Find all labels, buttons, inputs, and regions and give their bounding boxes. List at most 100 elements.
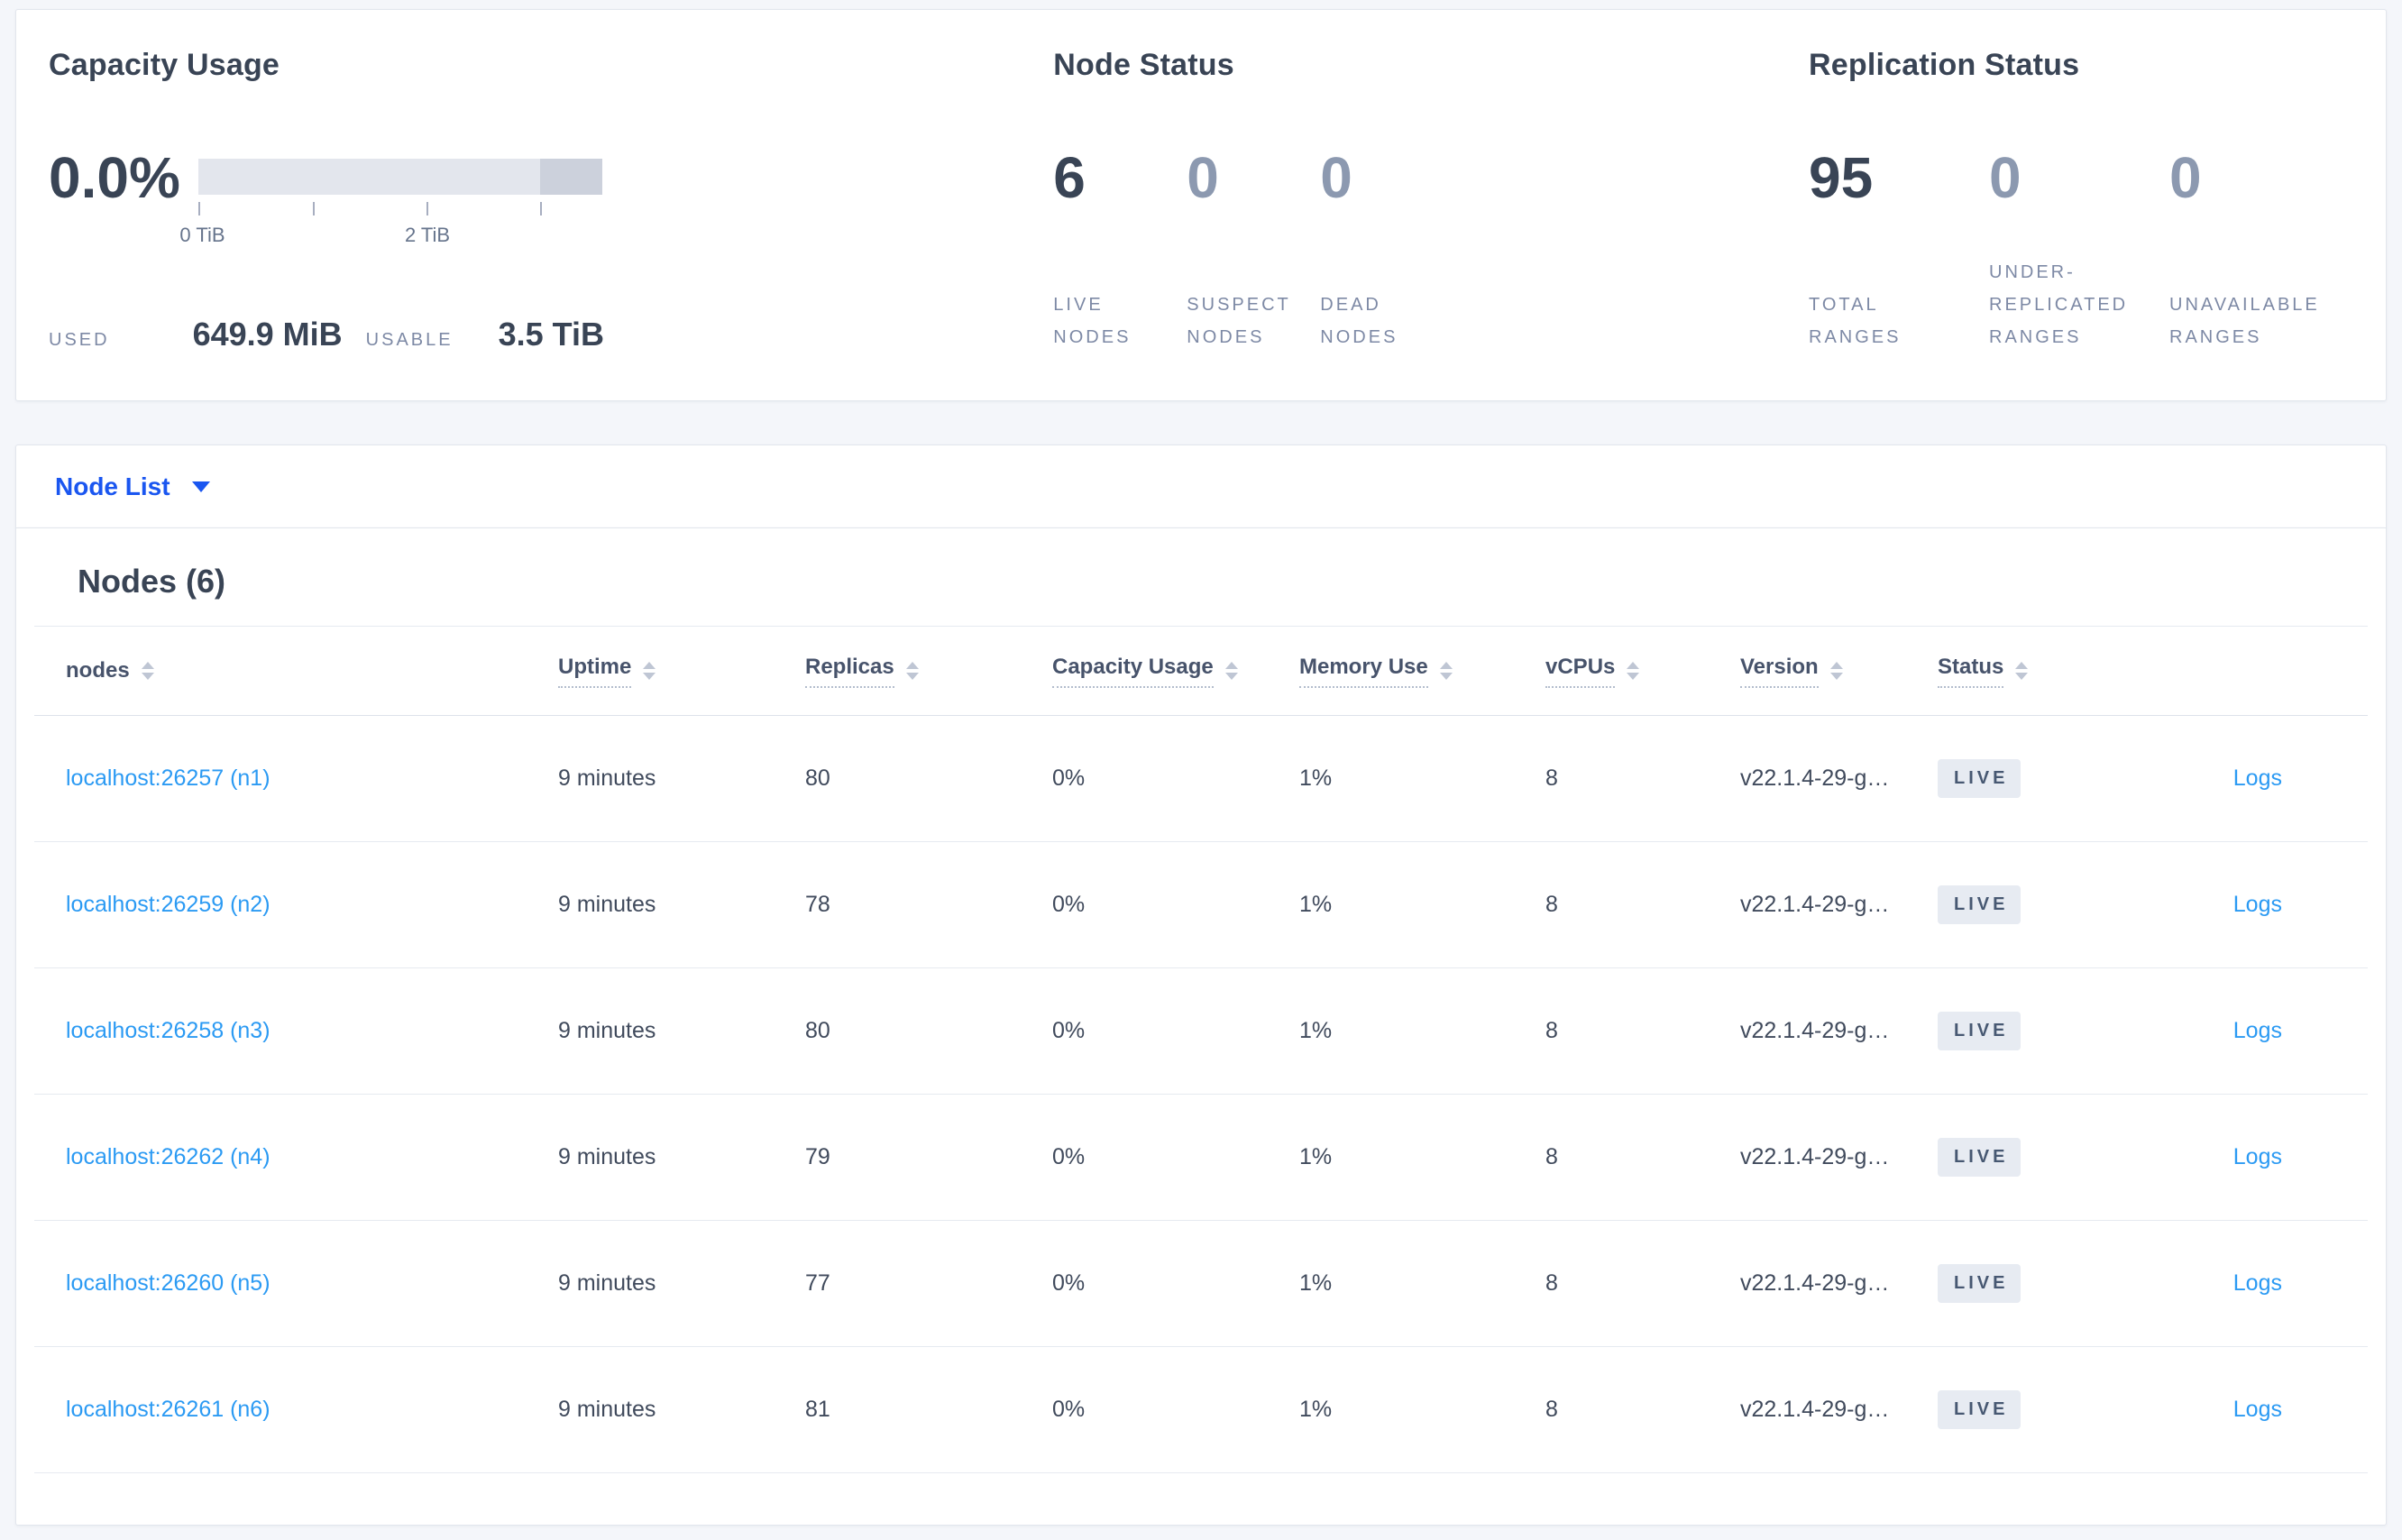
status-badge: LIVE xyxy=(1938,1138,2022,1177)
capacity-usage-section: Capacity Usage 0.0% 0 TiB 2 TiB U xyxy=(49,48,1053,353)
table-row: localhost:26261 (n6) 9 minutes 81 0% 1% … xyxy=(34,1347,2368,1473)
column-header-uptime[interactable]: Uptime xyxy=(558,655,805,688)
column-header-capacity-usage[interactable]: Capacity Usage xyxy=(1052,655,1299,688)
node-status-section: Node Status 6 0 0 LIVE NODES SUSPECT NOD… xyxy=(1053,48,1809,353)
capacity-usage-cell: 0% xyxy=(1052,1018,1086,1043)
logs-link[interactable]: Logs xyxy=(2232,765,2282,791)
replication-status-section: Replication Status 95 0 0 TOTAL RANGES U… xyxy=(1809,48,2350,353)
capacity-gauge: 0 TiB 2 TiB xyxy=(179,159,602,246)
used-value: 649.9 MiB xyxy=(192,316,343,353)
under-replicated-ranges-label: UNDER-REPLICATED RANGES xyxy=(1989,262,2129,347)
axis-tick-label-0: 0 TiB xyxy=(179,224,225,246)
capacity-usage-title: Capacity Usage xyxy=(49,48,280,82)
under-replicated-ranges-count: 0 xyxy=(1989,145,2022,210)
status-badge: LIVE xyxy=(1938,1012,2022,1050)
axis-tick-label-2: 2 TiB xyxy=(404,224,451,246)
column-header-replicas[interactable]: Replicas xyxy=(805,655,1052,688)
replicas-cell: 80 xyxy=(805,765,830,791)
table-row: localhost:26260 (n5) 9 minutes 77 0% 1% … xyxy=(34,1221,2368,1347)
uptime-cell: 9 minutes xyxy=(558,1018,656,1043)
uptime-cell: 9 minutes xyxy=(558,1397,656,1422)
node-link[interactable]: localhost:26258 (n3) xyxy=(66,1018,270,1043)
replicas-cell: 81 xyxy=(805,1397,830,1422)
usable-label: USABLE xyxy=(365,330,454,350)
total-ranges-count: 95 xyxy=(1809,145,1874,210)
vcpus-cell: 8 xyxy=(1545,1144,1558,1169)
column-header-vcpus[interactable]: vCPUs xyxy=(1545,655,1740,688)
node-link[interactable]: localhost:26257 (n1) xyxy=(66,765,270,791)
replication-status-title: Replication Status xyxy=(1809,48,2080,82)
capacity-usage-cell: 0% xyxy=(1052,892,1086,917)
status-badge: LIVE xyxy=(1938,1390,2022,1429)
nodes-table-panel: Nodes (6) nodes Uptime Replicas Capacity… xyxy=(15,527,2387,1526)
memory-use-cell: 1% xyxy=(1299,892,1333,917)
total-ranges-label: TOTAL RANGES xyxy=(1809,295,1902,347)
unavailable-ranges-count: 0 xyxy=(2169,145,2202,210)
memory-use-cell: 1% xyxy=(1299,1144,1333,1169)
node-link[interactable]: localhost:26259 (n2) xyxy=(66,892,270,917)
table-row: localhost:26259 (n2) 9 minutes 78 0% 1% … xyxy=(34,842,2368,968)
axis-tick-2 xyxy=(426,202,429,215)
version-cell: v22.1.4-29-g… xyxy=(1740,1144,1890,1169)
table-row: localhost:26257 (n1) 9 minutes 80 0% 1% … xyxy=(34,716,2368,842)
sort-icon xyxy=(643,662,656,680)
uptime-cell: 9 minutes xyxy=(558,1144,656,1169)
capacity-usage-cell: 0% xyxy=(1052,1397,1086,1422)
capacity-usage-metrics: USED 649.9 MiB USABLE 3.5 TiB xyxy=(49,316,1053,353)
capacity-usage-cell: 0% xyxy=(1052,1144,1086,1169)
sort-icon xyxy=(905,662,919,680)
axis-tick-0 xyxy=(198,202,200,215)
replicas-cell: 80 xyxy=(805,1018,830,1043)
column-header-version[interactable]: Version xyxy=(1740,655,1938,688)
used-label: USED xyxy=(49,330,110,350)
vcpus-cell: 8 xyxy=(1545,1270,1558,1296)
replicas-cell: 77 xyxy=(805,1270,830,1296)
logs-link[interactable]: Logs xyxy=(2232,1018,2282,1043)
sort-icon xyxy=(2015,662,2029,680)
vcpus-cell: 8 xyxy=(1545,1397,1558,1422)
node-link[interactable]: localhost:26260 (n5) xyxy=(66,1270,270,1296)
sort-icon xyxy=(1224,662,1238,680)
column-header-status[interactable]: Status xyxy=(1938,655,2132,688)
live-nodes-count: 6 xyxy=(1053,145,1086,210)
node-link[interactable]: localhost:26262 (n4) xyxy=(66,1144,270,1169)
vcpus-cell: 8 xyxy=(1545,1018,1558,1043)
memory-use-cell: 1% xyxy=(1299,765,1333,791)
uptime-cell: 9 minutes xyxy=(558,1270,656,1296)
suspect-nodes-label: SUSPECT NODES xyxy=(1187,295,1291,347)
table-header-row: nodes Uptime Replicas Capacity Usage Mem… xyxy=(34,626,2368,716)
memory-use-cell: 1% xyxy=(1299,1018,1333,1043)
dead-nodes-count: 0 xyxy=(1320,145,1352,210)
version-cell: v22.1.4-29-g… xyxy=(1740,765,1890,791)
capacity-usage-cell: 0% xyxy=(1052,765,1086,791)
logs-link[interactable]: Logs xyxy=(2232,1144,2282,1169)
logs-link[interactable]: Logs xyxy=(2232,1270,2282,1296)
memory-use-cell: 1% xyxy=(1299,1270,1333,1296)
status-badge: LIVE xyxy=(1938,1264,2022,1303)
capacity-gauge-bar xyxy=(198,159,602,195)
vcpus-cell: 8 xyxy=(1545,892,1558,917)
status-badge: LIVE xyxy=(1938,759,2022,798)
sort-icon xyxy=(1829,662,1843,680)
logs-link[interactable]: Logs xyxy=(2232,1397,2282,1422)
capacity-usage-cell: 0% xyxy=(1052,1270,1086,1296)
uptime-cell: 9 minutes xyxy=(558,765,656,791)
node-link[interactable]: localhost:26261 (n6) xyxy=(66,1397,270,1422)
nodes-table: nodes Uptime Replicas Capacity Usage Mem… xyxy=(34,626,2368,1473)
view-selector-dropdown[interactable]: Node List xyxy=(55,472,210,501)
cluster-summary-panel: Capacity Usage 0.0% 0 TiB 2 TiB U xyxy=(15,9,2387,401)
column-header-nodes[interactable]: nodes xyxy=(34,658,558,683)
table-row: localhost:26258 (n3) 9 minutes 80 0% 1% … xyxy=(34,968,2368,1095)
logs-link[interactable]: Logs xyxy=(2232,892,2282,917)
uptime-cell: 9 minutes xyxy=(558,892,656,917)
memory-use-cell: 1% xyxy=(1299,1397,1333,1422)
version-cell: v22.1.4-29-g… xyxy=(1740,1018,1890,1043)
view-selector-bar: Node List xyxy=(15,445,2387,527)
live-nodes-label: LIVE NODES xyxy=(1053,295,1132,347)
nodes-table-title: Nodes (6) xyxy=(78,563,226,600)
dead-nodes-label: DEAD NODES xyxy=(1320,295,1398,347)
view-selector-label: Node List xyxy=(55,472,170,500)
sort-icon xyxy=(1627,662,1640,680)
column-header-memory-use[interactable]: Memory Use xyxy=(1299,655,1545,688)
